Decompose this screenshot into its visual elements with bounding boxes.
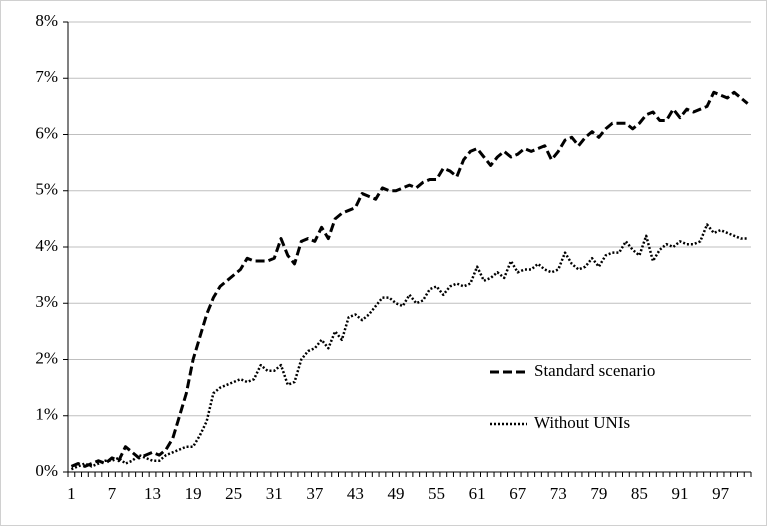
x-tick-label: 31 xyxy=(266,484,283,503)
x-tick-label: 61 xyxy=(469,484,486,503)
x-tick-label: 7 xyxy=(108,484,117,503)
y-tick-label: 7% xyxy=(35,67,58,86)
y-tick-label: 6% xyxy=(35,123,58,142)
legend-label: Standard scenario xyxy=(534,361,655,380)
x-tick-label: 67 xyxy=(509,484,527,503)
x-tick-label: 97 xyxy=(712,484,730,503)
y-tick-label: 4% xyxy=(35,236,58,255)
y-tick-label: 1% xyxy=(35,405,58,424)
x-tick-label: 55 xyxy=(428,484,445,503)
x-tick-label: 79 xyxy=(590,484,607,503)
y-tick-label: 3% xyxy=(35,292,58,311)
x-tick-label: 25 xyxy=(225,484,242,503)
x-tick-label: 37 xyxy=(306,484,324,503)
series-line xyxy=(70,90,749,468)
x-tick-label: 91 xyxy=(671,484,688,503)
series-line xyxy=(70,223,748,471)
x-tick-label: 85 xyxy=(631,484,648,503)
y-tick-label: 0% xyxy=(35,461,58,480)
legend-label: Without UNIs xyxy=(534,413,630,432)
x-tick-label: 1 xyxy=(67,484,76,503)
y-tick-label: 8% xyxy=(35,11,58,30)
x-tick-label: 13 xyxy=(144,484,161,503)
x-tick-label: 73 xyxy=(550,484,567,503)
x-tick-label: 19 xyxy=(185,484,202,503)
y-tick-label: 2% xyxy=(35,348,58,367)
x-tick-label: 43 xyxy=(347,484,364,503)
y-tick-label: 5% xyxy=(35,180,58,199)
x-tick-label: 49 xyxy=(387,484,404,503)
